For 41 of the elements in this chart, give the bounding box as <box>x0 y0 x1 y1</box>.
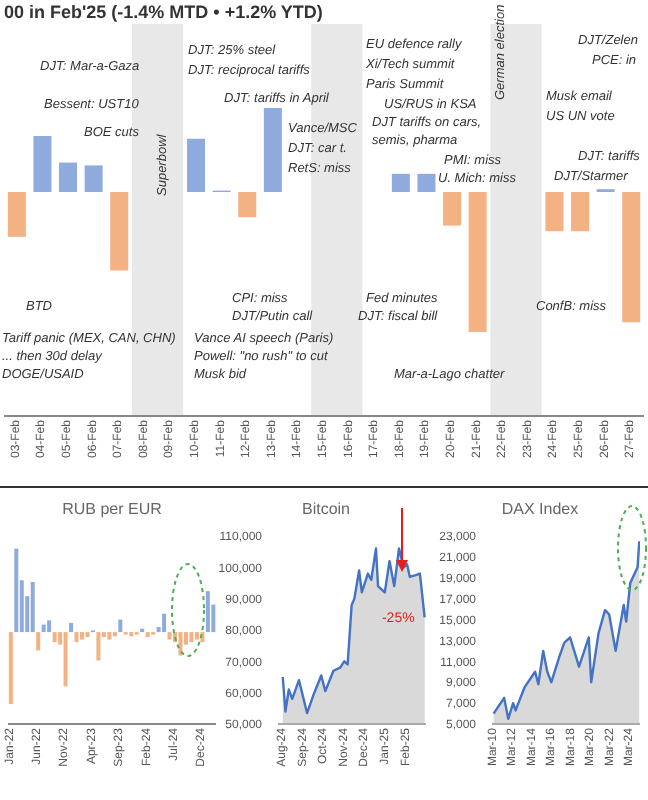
bar <box>52 632 57 643</box>
bar <box>545 192 564 232</box>
bar <box>443 192 462 226</box>
bar <box>69 622 74 633</box>
bar <box>167 632 172 640</box>
bar <box>468 192 487 332</box>
bar <box>107 632 112 640</box>
bar <box>571 192 590 232</box>
bar <box>14 548 19 633</box>
bar <box>145 632 150 638</box>
bar <box>194 632 199 640</box>
bar <box>178 632 183 656</box>
bar <box>63 632 68 687</box>
bar <box>79 632 84 640</box>
bar <box>8 632 13 704</box>
bar <box>47 620 52 633</box>
bar <box>622 192 641 323</box>
chart-title: Bitcoin <box>299 500 352 522</box>
bar <box>391 173 410 192</box>
bar <box>36 632 41 651</box>
chart-title: 00 in Feb'25 (-1.4% MTD • +1.2% YTD) <box>4 2 323 22</box>
chart-title: RUB per EUR <box>60 500 164 522</box>
bar <box>189 632 194 643</box>
bar <box>205 591 210 633</box>
bar <box>33 136 52 192</box>
bar <box>187 138 206 192</box>
bar <box>7 192 26 237</box>
bar <box>41 624 46 633</box>
bar <box>118 619 123 633</box>
chart-title: DAX Index <box>499 500 581 522</box>
bar <box>85 632 90 638</box>
bar <box>30 581 35 633</box>
bar <box>110 192 129 271</box>
bar <box>238 192 257 218</box>
bar <box>74 632 79 643</box>
bar <box>263 108 282 192</box>
bar <box>417 173 436 192</box>
bar <box>162 613 167 633</box>
bar <box>59 162 78 192</box>
bar <box>84 165 103 192</box>
bar <box>96 632 101 661</box>
